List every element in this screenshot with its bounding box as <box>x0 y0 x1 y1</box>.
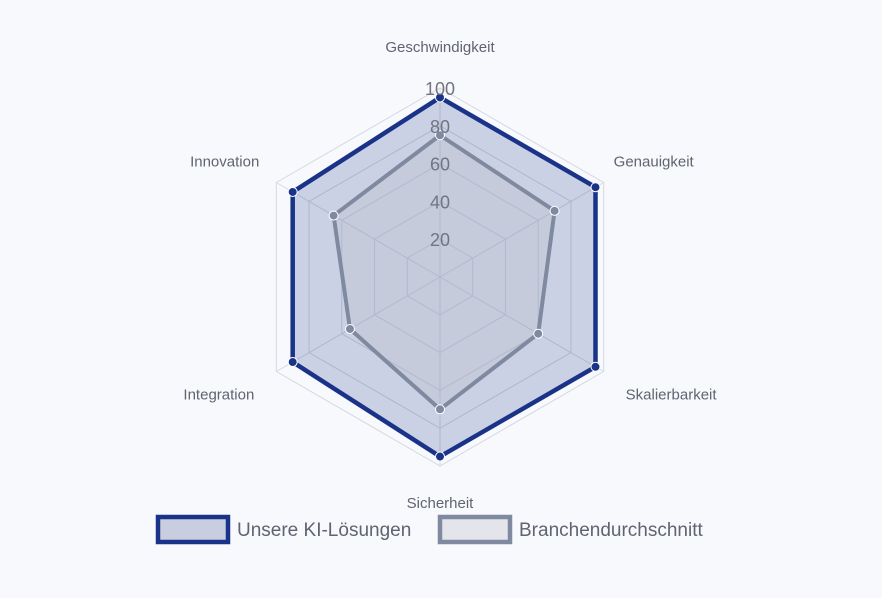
tick-label: 100 <box>425 79 455 99</box>
tick-label: 80 <box>430 117 450 137</box>
axis-label-innovation: Innovation <box>190 154 259 171</box>
tick-label: 20 <box>430 230 450 250</box>
axis-label-geschwindigkeit: Geschwindigkeit <box>385 39 495 56</box>
legend-label: Unsere KI-Lösungen <box>237 520 411 541</box>
tick-label: 40 <box>430 192 450 212</box>
axis-label-skalierbarkeit: Skalierbarkeit <box>626 387 718 404</box>
data-point-geschwindigkeit[interactable] <box>435 92 445 103</box>
legend-label: Branchendurchschnitt <box>519 520 703 541</box>
grid-spoke <box>439 276 604 372</box>
series-industry <box>328 130 560 415</box>
legend-swatch <box>437 514 513 545</box>
data-point-innovation[interactable] <box>287 186 298 197</box>
chart-legend: Unsere KI-Lösungen Branchendurchschnitt <box>155 514 703 545</box>
data-point-genauigkeit[interactable] <box>590 182 601 193</box>
radar-grid <box>275 87 605 467</box>
grid-spoke <box>276 276 441 372</box>
data-point-innovation[interactable] <box>328 210 339 221</box>
radar-series <box>287 92 601 462</box>
axis-label-sicherheit: Sicherheit <box>407 495 475 512</box>
data-point-integration[interactable] <box>287 357 298 368</box>
radar-tick-labels: 20 40 60 80 100 <box>425 79 455 250</box>
grid-spoke <box>439 182 604 278</box>
legend-item-industry[interactable]: Branchendurchschnitt <box>437 514 703 545</box>
data-point-skalierbarkeit[interactable] <box>533 328 544 339</box>
data-point-sicherheit[interactable] <box>435 404 445 415</box>
data-point-geschwindigkeit[interactable] <box>435 130 445 141</box>
legend-item-ours[interactable]: Unsere KI-Lösungen <box>155 514 411 545</box>
axis-label-genauigkeit: Genauigkeit <box>614 154 695 171</box>
data-point-sicherheit[interactable] <box>435 451 445 462</box>
axis-label-integration: Integration <box>183 387 254 404</box>
data-point-genauigkeit[interactable] <box>549 205 560 216</box>
legend-swatch <box>155 514 231 545</box>
data-point-skalierbarkeit[interactable] <box>590 361 601 372</box>
radar-axis-labels: Geschwindigkeit Genauigkeit Skalierbarkeit… <box>183 39 717 512</box>
data-point-integration[interactable] <box>344 323 355 334</box>
tick-label: 60 <box>430 155 450 175</box>
grid-spoke <box>276 182 441 278</box>
